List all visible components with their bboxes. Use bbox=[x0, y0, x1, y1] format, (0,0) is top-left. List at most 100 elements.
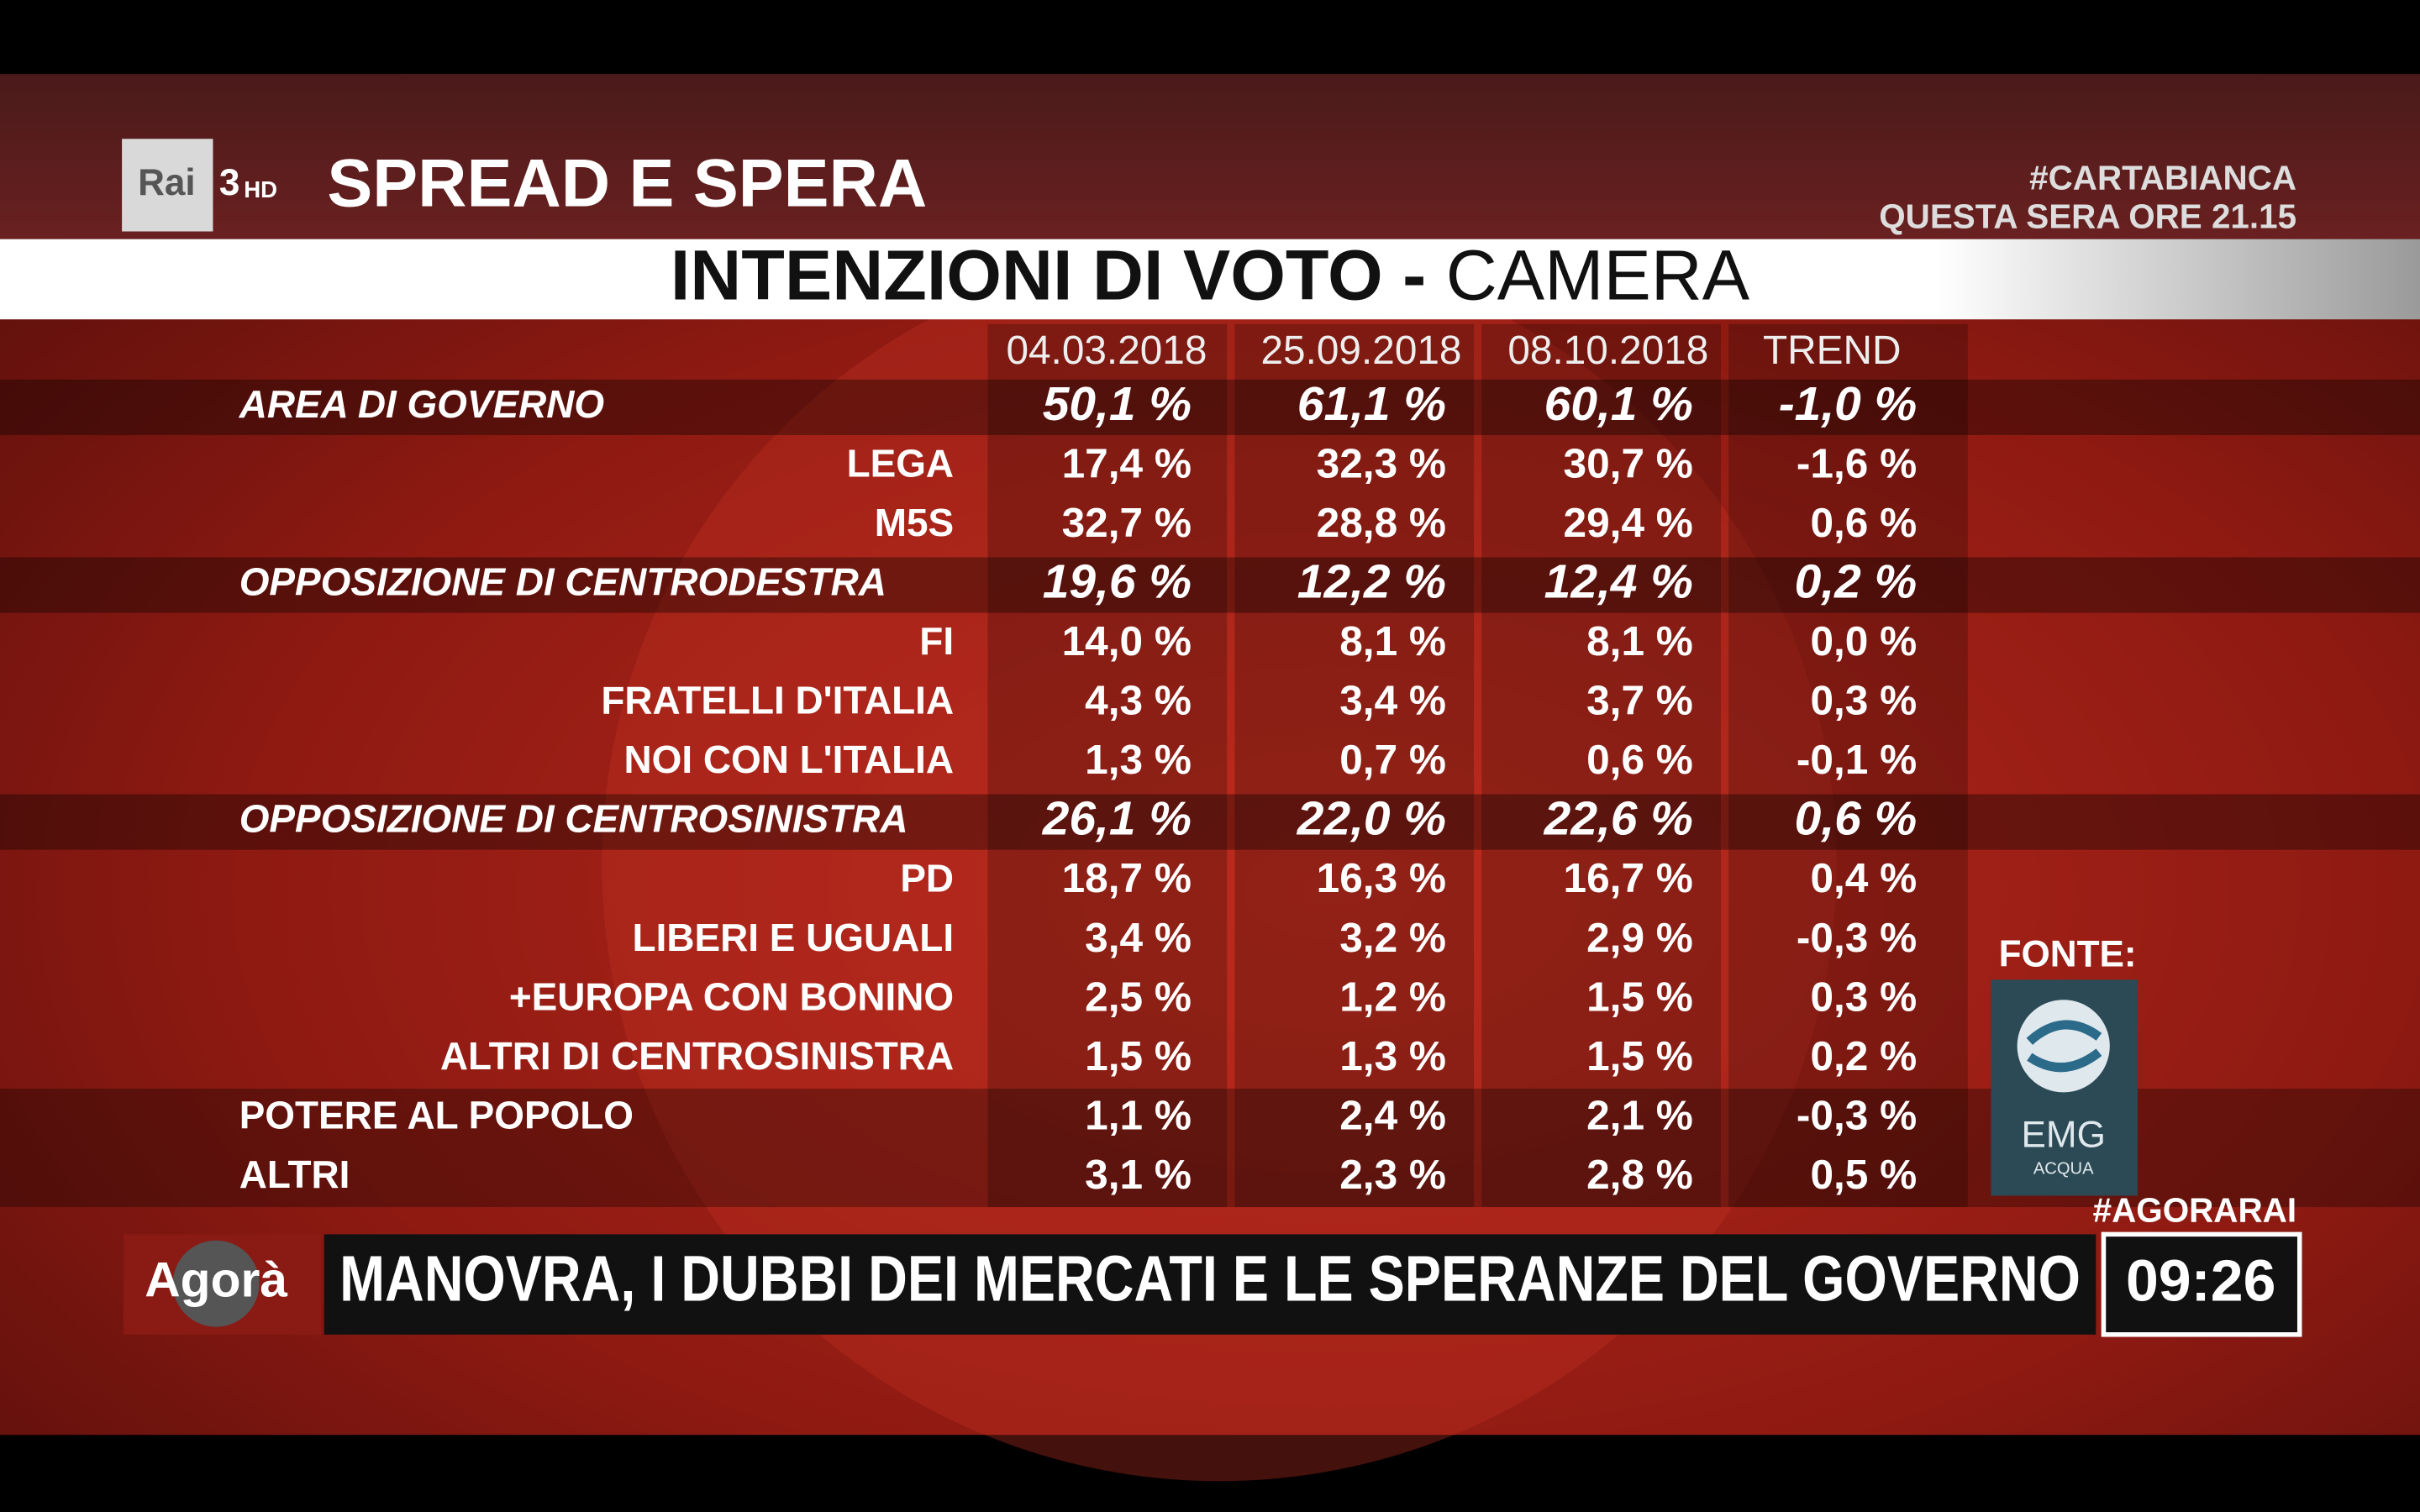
group-label: OPPOSIZIONE DI CENTRODESTRA bbox=[239, 560, 886, 604]
background-disc bbox=[602, 246, 1837, 1482]
cell-value: 8,1 % bbox=[1586, 617, 1693, 664]
row-label: M5S bbox=[875, 501, 954, 544]
cell-value: 3,1 % bbox=[1085, 1151, 1192, 1198]
table-title: INTENZIONI DI VOTO - CAMERA bbox=[671, 236, 1750, 315]
row-label: ALTRI bbox=[239, 1152, 350, 1196]
cell-value: 1,5 % bbox=[1586, 973, 1693, 1020]
row-label: NOI CON L'ITALIA bbox=[624, 738, 955, 781]
top-band bbox=[0, 74, 2420, 239]
row-label: +EUROPA CON BONINO bbox=[509, 974, 954, 1018]
column-shade bbox=[1481, 323, 1721, 1208]
cell-value: 0,3 % bbox=[1810, 677, 1917, 724]
source-logo-mark bbox=[2017, 1000, 2110, 1093]
row-label: LEGA bbox=[847, 442, 955, 486]
hashtag: #AGORARAI bbox=[2093, 1190, 2296, 1229]
cell-value: 0,5 % bbox=[1810, 1151, 1917, 1198]
clock: 09:26 bbox=[2126, 1247, 2275, 1313]
cell-value: 3,2 % bbox=[1339, 914, 1446, 961]
cell-value: 16,3 % bbox=[1317, 854, 1446, 901]
cell-value: 32,3 % bbox=[1317, 440, 1446, 487]
cell-value: 8,1 % bbox=[1339, 617, 1446, 664]
channel-suffix: HD bbox=[244, 176, 277, 202]
row-label: ALTRI DI CENTROSINISTRA bbox=[440, 1034, 954, 1078]
title-band bbox=[0, 239, 2420, 320]
cell-value: 26,1 % bbox=[1042, 792, 1192, 846]
title-bold: INTENZIONI DI VOTO - bbox=[671, 236, 1426, 315]
cell-value: -1,6 % bbox=[1797, 440, 1917, 487]
group-band bbox=[0, 557, 2420, 613]
cell-value: 2,8 % bbox=[1586, 1151, 1693, 1198]
cell-value: 2,3 % bbox=[1339, 1151, 1446, 1198]
cell-value: 0,6 % bbox=[1810, 499, 1917, 546]
cell-value: -0,1 % bbox=[1797, 736, 1917, 783]
cell-value: 2,1 % bbox=[1586, 1091, 1693, 1138]
group-label: OPPOSIZIONE DI CENTROSINISTRA bbox=[239, 797, 908, 841]
cell-value: -0,3 % bbox=[1797, 1091, 1917, 1138]
column-header: 04.03.2018 bbox=[1006, 328, 1207, 373]
cell-value: 0,3 % bbox=[1810, 973, 1917, 1020]
cell-value: 2,4 % bbox=[1339, 1091, 1446, 1138]
row-label: FRATELLI D'ITALIA bbox=[601, 679, 954, 722]
promo-time: QUESTA SERA ORE 21.15 bbox=[1879, 197, 2296, 235]
column-shade bbox=[1234, 323, 1475, 1208]
channel: 3 bbox=[219, 162, 240, 203]
cell-value: 29,4 % bbox=[1564, 499, 1693, 546]
row-label: POTERE AL POPOLO bbox=[239, 1093, 634, 1137]
column-header: TREND bbox=[1763, 328, 1901, 373]
cell-value: 0,0 % bbox=[1810, 617, 1917, 664]
column-header: 25.09.2018 bbox=[1261, 328, 1462, 373]
cell-value: 30,7 % bbox=[1564, 440, 1693, 487]
source-logo-sub: ACQUA bbox=[2033, 1160, 2094, 1179]
cell-value: 0,7 % bbox=[1339, 736, 1446, 783]
cell-value: 12,4 % bbox=[1544, 555, 1693, 609]
cell-value: 12,2 % bbox=[1297, 555, 1446, 609]
rai-logo-box bbox=[122, 139, 213, 232]
promo-tag: #CARTABIANCA bbox=[2029, 159, 2296, 197]
headline: MANOVRA, I DUBBI DEI MERCATI E LE SPERAN… bbox=[339, 1243, 2081, 1315]
row-label: FI bbox=[919, 619, 954, 663]
source-logo-arrow bbox=[2026, 1020, 2102, 1073]
cell-value: 28,8 % bbox=[1317, 499, 1446, 546]
cell-value: 3,4 % bbox=[1339, 677, 1446, 724]
group-band bbox=[0, 794, 2420, 850]
cell-value: 32,7 % bbox=[1062, 499, 1192, 546]
cell-value: 0,4 % bbox=[1810, 854, 1917, 901]
cell-value: 19,6 % bbox=[1043, 555, 1192, 609]
cell-value: 22,6 % bbox=[1544, 792, 1693, 846]
cell-value: 4,3 % bbox=[1085, 677, 1192, 724]
column-shade bbox=[987, 323, 1228, 1208]
cell-value: 0,2 % bbox=[1795, 555, 1918, 609]
cell-value: 16,7 % bbox=[1564, 854, 1693, 901]
show-logo-disc bbox=[172, 1240, 260, 1327]
cell-value: 2,5 % bbox=[1085, 973, 1192, 1020]
cell-value: 0,2 % bbox=[1810, 1032, 1917, 1079]
column-shade bbox=[1728, 323, 1968, 1208]
cell-value: 22,0 % bbox=[1297, 792, 1446, 846]
cell-value: 1,3 % bbox=[1085, 736, 1192, 783]
cell-value: 60,1 % bbox=[1544, 377, 1693, 431]
cell-value: 0,6 % bbox=[1795, 792, 1918, 846]
cell-value: 17,4 % bbox=[1062, 440, 1192, 487]
cell-value: 0,6 % bbox=[1586, 736, 1693, 783]
program-title: SPREAD E SPERA bbox=[327, 145, 927, 221]
source-label: FONTE: bbox=[1999, 933, 2137, 974]
rai-logo: Rai bbox=[138, 162, 196, 203]
row-label: PD bbox=[900, 856, 954, 900]
cell-value: 3,7 % bbox=[1586, 677, 1693, 724]
cell-value: -1,0 % bbox=[1779, 377, 1918, 431]
group-label: AREA DI GOVERNO bbox=[239, 382, 604, 426]
column-header: 08.10.2018 bbox=[1507, 328, 1708, 373]
cell-value: 1,3 % bbox=[1339, 1032, 1446, 1079]
cell-value: 61,1 % bbox=[1297, 377, 1446, 431]
cell-value: -0,3 % bbox=[1797, 914, 1917, 961]
cell-value: 1,2 % bbox=[1339, 973, 1446, 1020]
cell-value: 1,1 % bbox=[1085, 1091, 1192, 1138]
clock-box bbox=[2101, 1231, 2302, 1337]
row-label: LIBERI E UGUALI bbox=[633, 916, 955, 959]
source-logo: EMG bbox=[2022, 1114, 2106, 1155]
cell-value: 18,7 % bbox=[1062, 854, 1192, 901]
group-band bbox=[0, 379, 2420, 435]
cell-value: 1,5 % bbox=[1586, 1032, 1693, 1079]
cell-value: 3,4 % bbox=[1085, 914, 1192, 961]
